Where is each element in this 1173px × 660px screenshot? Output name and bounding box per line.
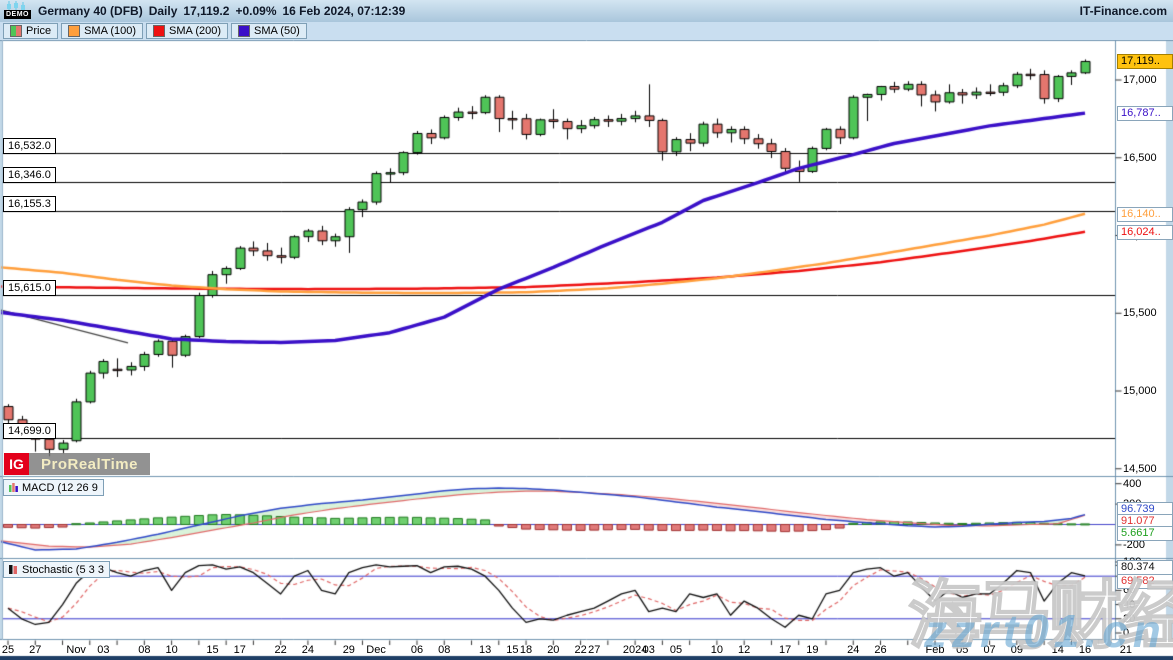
- stoch-axis-tick: 0: [1123, 627, 1130, 639]
- price-axis-badge-last: 17,119..: [1117, 54, 1173, 70]
- macd-axis-tick: 400: [1123, 477, 1142, 490]
- price-axis-tick: 16,500: [1123, 151, 1157, 164]
- x-axis-label[interactable]: 16: [1078, 644, 1092, 656]
- x-axis-label[interactable]: 09: [1010, 644, 1023, 656]
- title-bar: DEMO Germany 40 (DFB) Daily 17,119.2 +0.09%…: [0, 0, 1173, 23]
- x-axis-label[interactable]: 03: [642, 644, 655, 656]
- symbol-name: Germany 40 (DFB): [38, 4, 143, 18]
- legend-chip-price[interactable]: Price: [3, 23, 59, 39]
- price-level-label: 16,155.3: [3, 196, 56, 213]
- price-axis-tick: 15,500: [1123, 307, 1157, 320]
- x-axis-label[interactable]: 05: [669, 644, 683, 656]
- x-axis-label[interactable]: 05: [956, 644, 969, 656]
- x-axis-label[interactable]: 22: [274, 644, 287, 656]
- x-axis-label[interactable]: 18: [519, 644, 533, 656]
- legend-label: Price: [26, 25, 52, 37]
- x-axis-label[interactable]: 15: [506, 644, 519, 656]
- legend-label: SMA (200): [169, 25, 221, 37]
- price-swatch-icon: [10, 25, 22, 37]
- x-axis-label[interactable]: 19: [806, 644, 819, 656]
- sma200-swatch-icon: [153, 25, 166, 37]
- x-axis-label[interactable]: 21: [1119, 644, 1133, 656]
- stoch-axis-badge: 69.582: [1117, 574, 1173, 589]
- price-level-label: 16,532.0: [3, 137, 56, 154]
- mini-candles-icon: [7, 1, 25, 11]
- legend-label: SMA (50): [254, 25, 300, 37]
- it-finance-brand: IT-Finance.com: [1079, 4, 1167, 18]
- stochastic-label-text: Stochastic (5 3 3: [22, 563, 104, 576]
- legend-chip-sma100[interactable]: SMA (100): [61, 23, 144, 39]
- price-axis-badge-sma200: 16,024..: [1117, 224, 1173, 240]
- stochastic-icon: [9, 565, 17, 574]
- x-axis-label[interactable]: 17: [778, 644, 792, 656]
- macd-indicator-label[interactable]: MACD (12 26 9: [3, 479, 104, 496]
- price-axis-badge-sma50: 16,787..: [1117, 106, 1173, 122]
- page-title: Germany 40 (DFB) Daily 17,119.2 +0.09% 16 Fe…: [38, 4, 411, 18]
- x-axis-label[interactable]: 26: [874, 644, 887, 656]
- demo-badge: DEMO: [4, 1, 31, 21]
- macd-axis-badge: 5.6617: [1117, 526, 1173, 541]
- x-axis-label[interactable]: Nov: [66, 644, 86, 656]
- stochastic-indicator-label[interactable]: Stochastic (5 3 3: [3, 561, 110, 578]
- x-axis-label[interactable]: 07: [983, 644, 996, 656]
- ig-logo: IG: [4, 453, 29, 475]
- x-axis-label[interactable]: 20: [547, 644, 560, 656]
- last-price: 17,119.2: [183, 4, 230, 18]
- x-axis-label[interactable]: 27: [588, 644, 601, 656]
- x-axis-label[interactable]: 24: [847, 644, 860, 656]
- x-axis-label[interactable]: 27: [29, 644, 42, 656]
- legend-chip-sma50[interactable]: SMA (50): [231, 23, 307, 39]
- x-axis-label[interactable]: 08: [138, 644, 151, 656]
- demo-label: DEMO: [4, 10, 31, 19]
- change-percent: +0.09%: [235, 4, 277, 18]
- quote-datetime: 16 Feb 2024, 07:12:39: [282, 4, 406, 18]
- x-axis-label[interactable]: 10: [710, 644, 724, 656]
- price-level-label: 15,615.0: [3, 280, 56, 297]
- macd-axis-tick: -200: [1123, 538, 1146, 551]
- x-axis-label[interactable]: 13: [479, 644, 492, 656]
- x-axis-label[interactable]: 12: [738, 644, 751, 656]
- macd-label-text: MACD (12 26 9: [22, 481, 98, 494]
- x-axis-label[interactable]: Feb: [925, 644, 945, 656]
- price-level-label: 14,699.0: [3, 422, 56, 439]
- legend-label: SMA (100): [84, 25, 137, 37]
- sma100-swatch-icon: [68, 25, 81, 37]
- sma50-swatch-icon: [238, 25, 250, 37]
- stoch-axis-tick: 40: [1123, 598, 1136, 611]
- legend-bar: Price SMA (100) SMA (200) SMA (50): [0, 22, 1173, 40]
- x-axis-label[interactable]: 24: [301, 644, 315, 656]
- stoch-axis-tick: 20: [1123, 612, 1136, 625]
- legend-chip-sma200[interactable]: SMA (200): [146, 23, 228, 39]
- ig-prorealtime-logo: IG ProRealTime: [4, 453, 150, 475]
- timeframe: Daily: [148, 4, 178, 18]
- x-axis-label[interactable]: 14: [1051, 644, 1064, 656]
- x-axis-label[interactable]: 25: [1, 644, 15, 656]
- x-axis-label[interactable]: Dec: [366, 644, 386, 656]
- price-axis-badge-sma100: 16,140..: [1117, 206, 1173, 222]
- price-level-label: 16,346.0: [3, 166, 56, 183]
- stoch-axis-badge: 80.374: [1117, 560, 1173, 575]
- x-axis-label[interactable]: 22: [574, 644, 587, 656]
- x-axis-label[interactable]: 08: [438, 644, 451, 656]
- x-axis-label[interactable]: 15: [206, 644, 219, 656]
- x-axis-label[interactable]: 17: [233, 644, 246, 656]
- x-axis-label[interactable]: 2024: [622, 644, 648, 656]
- x-axis-label[interactable]: 29: [342, 644, 355, 656]
- x-axis-label[interactable]: 10: [165, 644, 178, 656]
- macd-icon: [9, 483, 18, 492]
- price-axis-tick: 17,000: [1123, 74, 1157, 86]
- prorealtime-label: ProRealTime: [29, 453, 150, 475]
- x-axis-label[interactable]: 03: [97, 644, 110, 656]
- price-axis-tick: 14,500: [1123, 462, 1157, 475]
- x-axis-label[interactable]: 06: [410, 644, 424, 656]
- price-axis-tick: 15,000: [1123, 385, 1157, 397]
